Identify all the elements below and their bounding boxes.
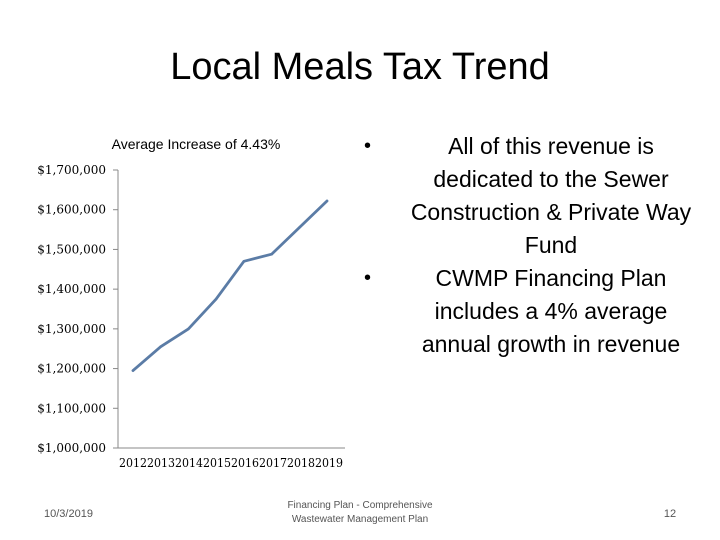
bullet-text: CWMP Financing Plan includes a 4% averag…: [421, 265, 681, 357]
y-tick-label: $1,700,000: [37, 163, 106, 177]
bullet-list: • All of this revenue is dedicated to th…: [362, 130, 702, 361]
footer-caption: Financing Plan - Comprehensive Wastewate…: [250, 499, 470, 527]
line-chart: Average Increase of 4.43% $1,000,000 $1,1…: [37, 136, 345, 470]
y-tick-label: $1,500,000: [37, 242, 106, 256]
y-tick-label: $1,400,000: [37, 282, 106, 296]
y-tick-label: $1,100,000: [37, 401, 106, 415]
data-point: [187, 327, 190, 331]
page-number: 12: [663, 508, 677, 520]
data-point: [298, 226, 301, 229]
footer-date: 10/3/2019: [44, 508, 93, 520]
x-tick-labels: 20122013201420152016201720182019: [119, 456, 343, 470]
footer-caption-line: Financing Plan - Comprehensive: [287, 500, 433, 511]
slide-title: Local Meals Tax Trend: [170, 46, 550, 88]
y-tick-label: $1,300,000: [37, 322, 106, 336]
data-point: [131, 369, 135, 372]
chart-title: Average Increase of 4.43%: [112, 136, 281, 152]
data-point: [270, 252, 273, 256]
data-point: [242, 260, 246, 263]
bullet-text: All of this revenue is dedicated to the …: [410, 133, 692, 258]
bullet-item: • All of this revenue is dedicated to th…: [362, 130, 702, 262]
data-point: [325, 199, 329, 203]
footer-caption-line: Wastewater Management Plan: [291, 514, 429, 525]
bullet-dot: •: [364, 267, 372, 289]
y-tick-label: $1,200,000: [37, 362, 106, 376]
bullet-item: • CWMP Financing Plan includes a 4% aver…: [362, 262, 702, 361]
data-point: [159, 345, 162, 348]
y-tick-label: $1,600,000: [37, 203, 106, 217]
bullet-dot: •: [364, 135, 372, 157]
y-tick-label: $1,000,000: [37, 441, 106, 455]
series-line: [131, 199, 329, 373]
data-point: [214, 297, 218, 301]
